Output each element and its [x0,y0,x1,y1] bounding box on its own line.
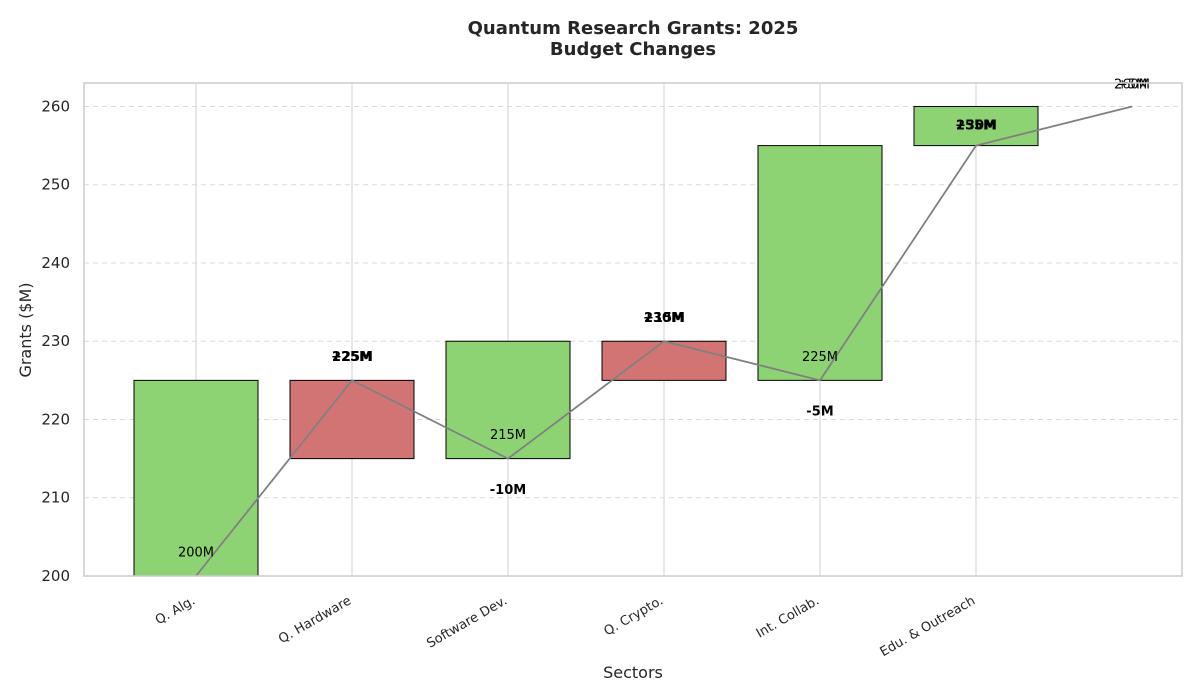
y-tick-label-3: 230 [41,332,70,350]
chart-title-line-2: Budget Changes [550,39,716,60]
y-tick-label-5: 250 [41,176,70,194]
chart-title-line-1: Quantum Research Grants: 2025 [468,18,799,39]
y-tick-label-4: 240 [41,254,70,272]
value-label-12: +5M [1117,78,1147,93]
y-axis-ticks: 200 210 220 230 240 250 260 [41,97,70,585]
y-tick-label-1: 210 [41,489,70,507]
x-tick-label-4: Int. Collab. [754,593,822,641]
y-axis-label: Grants ($M) [16,282,35,377]
value-label-8: -5M [806,405,833,420]
value-label-11: 260M [1114,78,1150,93]
value-label-9: 255M [956,118,996,133]
x-tick-label-0: Q. Alg. [153,593,198,628]
bar-2 [445,340,571,460]
value-labels: 200M225M+25M215M-10M230M+15M225M-5M255M+… [178,78,1150,561]
cumulative-line [195,105,1133,577]
value-label-10: +30M [955,118,997,133]
x-axis-ticks: Q. Alg. Q. Hardware Software Dev. Q. Crypto… [153,593,978,660]
y-tick-label-0: 200 [41,567,70,585]
bar-1 [289,379,415,460]
value-label-3: 215M [490,428,526,443]
cumulative-polyline [195,105,1133,577]
y-tick-label-2: 220 [41,410,70,428]
x-axis-label: Sectors [603,663,663,682]
value-label-1: 225M [332,350,372,365]
bar-3 [601,340,727,381]
value-label-2: +25M [331,350,373,365]
y-tick-label-6: 260 [41,97,70,115]
bar-0 [133,379,259,577]
x-tick-label-1: Q. Hardware [276,593,354,647]
value-label-4: -10M [490,483,526,498]
bar-4 [757,145,883,381]
plot-frame [83,82,1183,577]
bars [133,105,1039,577]
value-label-0: 200M [178,546,214,561]
bar-5 [913,105,1039,147]
x-tick-label-5: Edu. & Outreach [878,593,978,660]
value-label-7: 225M [802,350,838,365]
value-label-6: +15M [643,311,685,326]
grid-lines [84,83,1182,576]
x-tick-label-2: Software Dev. [424,593,510,651]
value-label-5: 230M [644,311,684,326]
x-tick-label-3: Q. Crypto. [601,593,666,639]
